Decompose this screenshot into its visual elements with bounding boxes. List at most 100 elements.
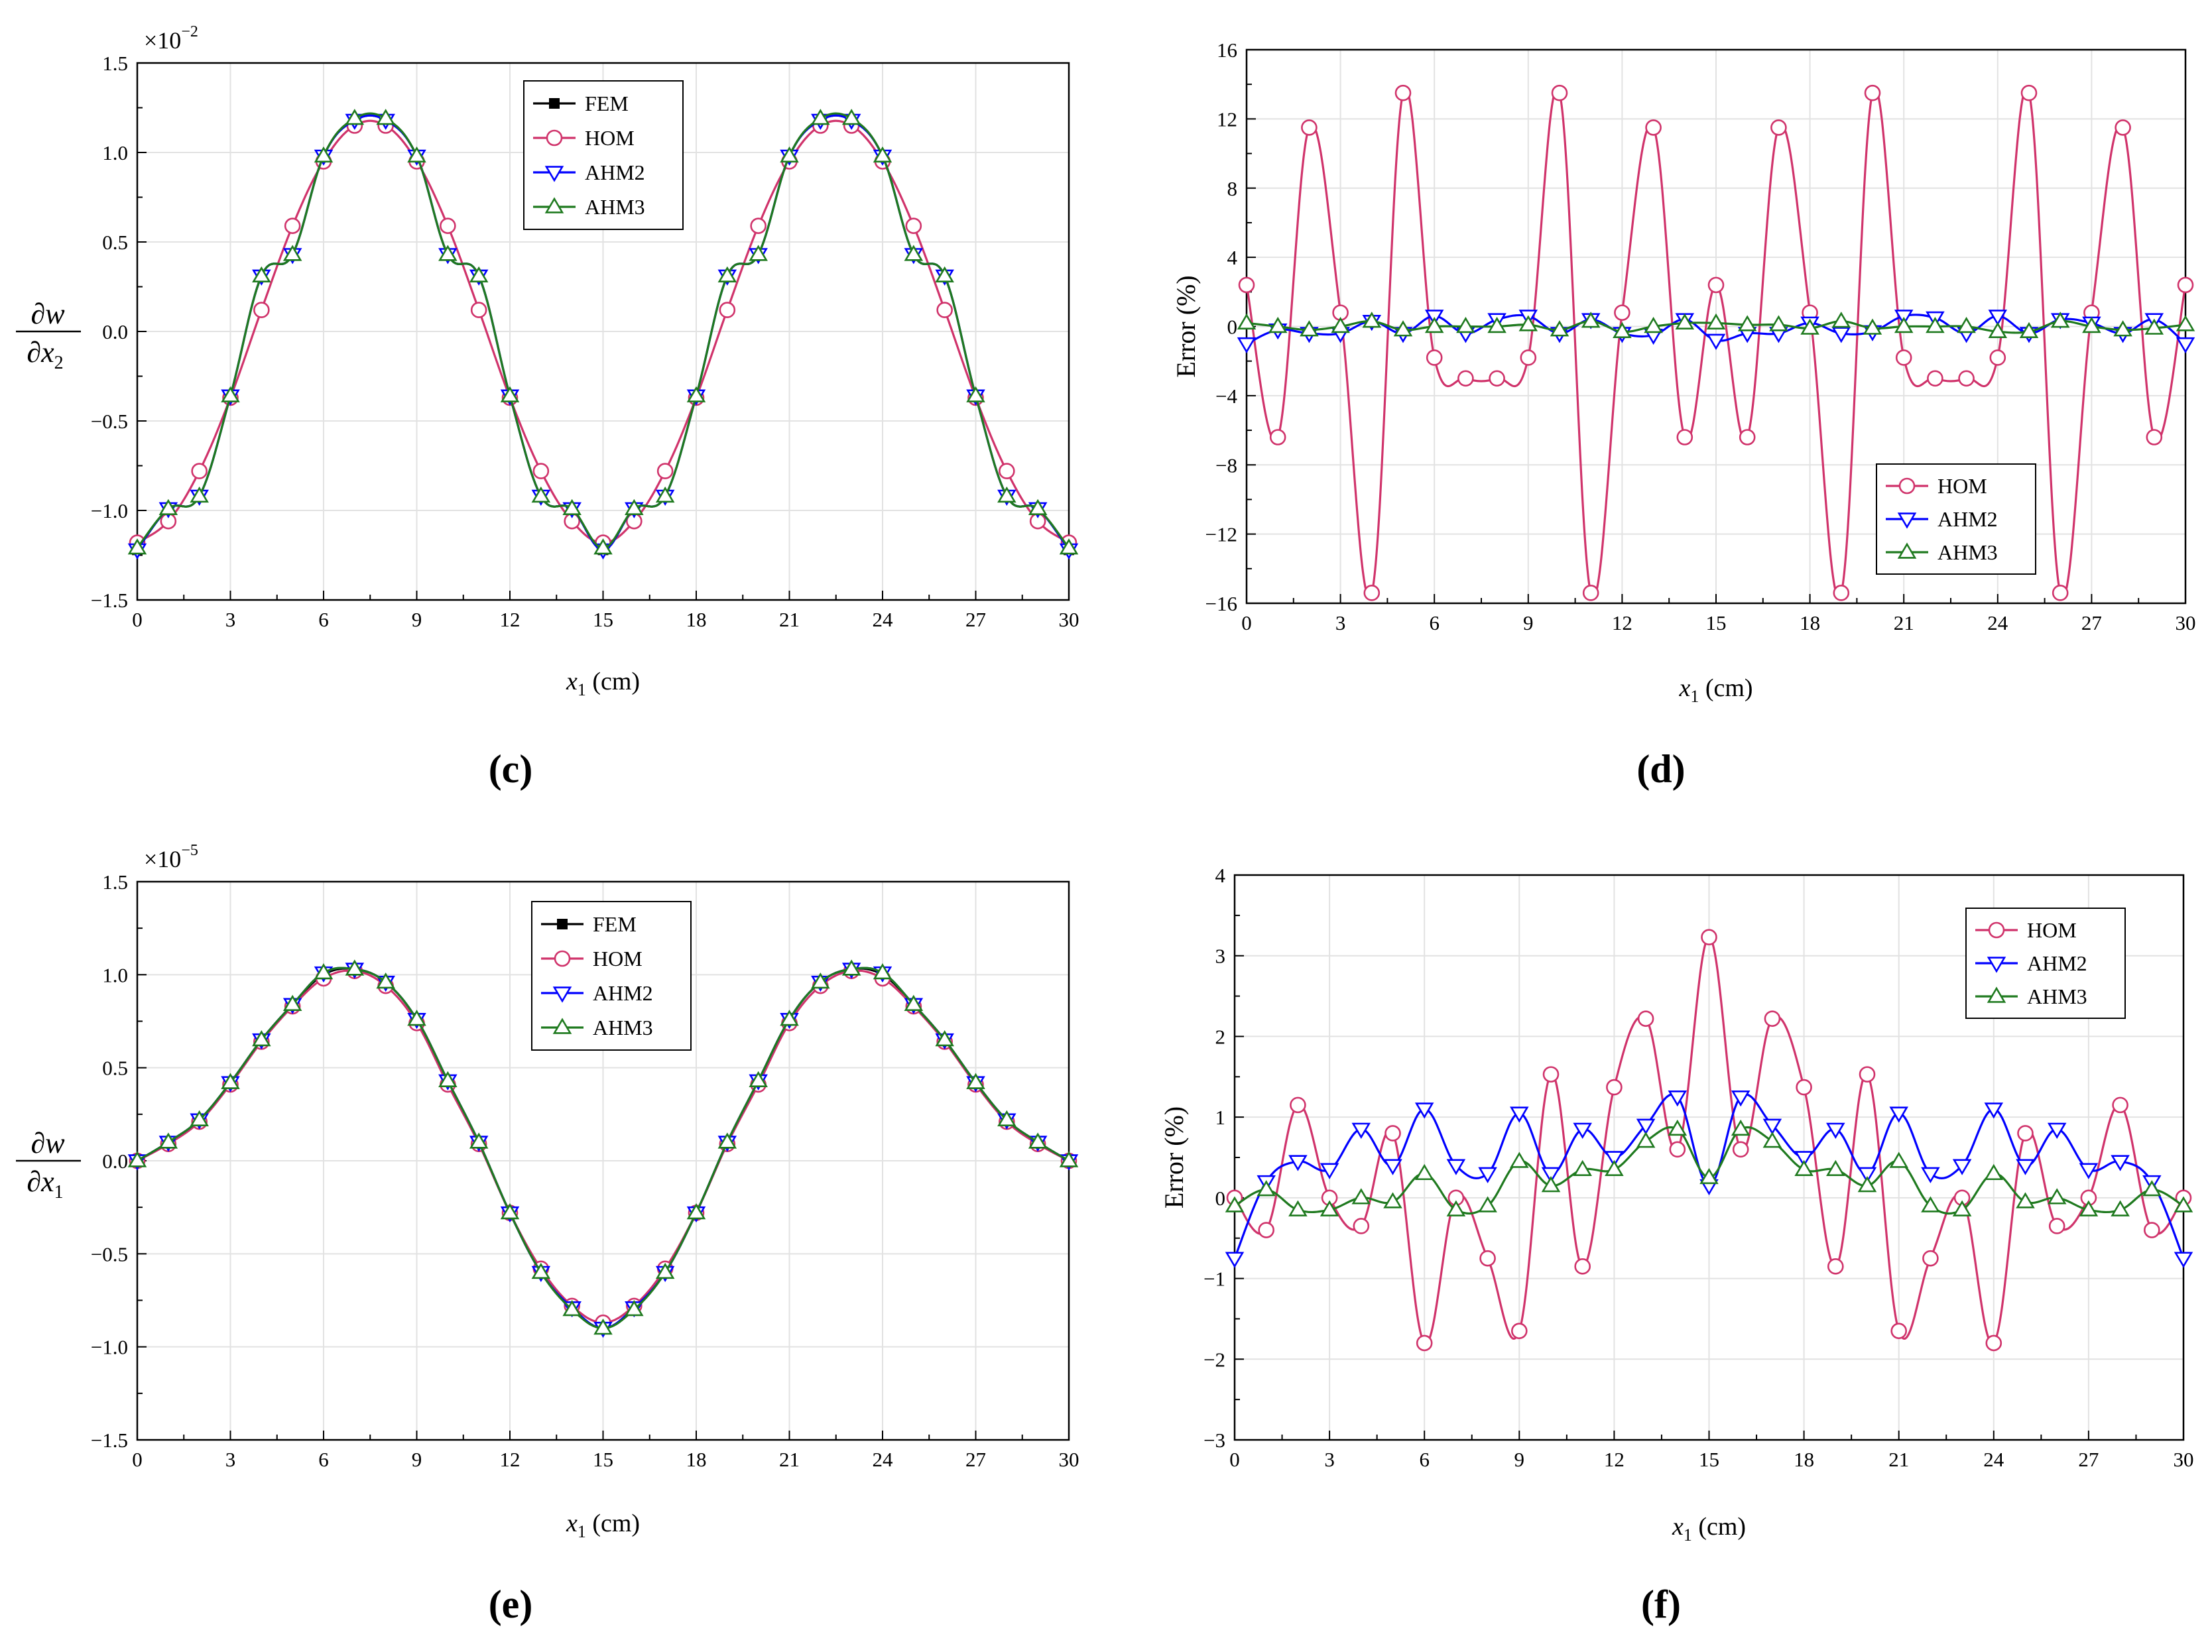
data-point-ahm2: [2079, 1163, 2099, 1179]
x-tick-label: 15: [1699, 1448, 1719, 1471]
data-point-ahm3: [314, 963, 334, 980]
x-tick-label: 21: [1888, 1448, 1909, 1471]
legend-label: HOM: [2027, 918, 2077, 942]
data-point-ahm3: [655, 1262, 675, 1279]
x-axis-symbol: x: [566, 1509, 578, 1537]
data-point-ahm3: [1957, 316, 1976, 333]
axis-scale-exponent: −5: [181, 842, 198, 859]
data-point-ahm3: [438, 1071, 458, 1088]
data-point-ahm3: [1518, 315, 1538, 331]
data-point-ahm3: [686, 386, 706, 402]
y-tick-label: 1.0: [102, 963, 128, 986]
data-point-ahm2: [1984, 1102, 2004, 1119]
data-point-ahm3: [2142, 1180, 2162, 1197]
data-point-ahm3: [562, 1299, 582, 1317]
legend-swatch-marker: [1897, 542, 1917, 559]
x-tick-label: 15: [593, 1448, 613, 1471]
data-point-ahm2: [1237, 337, 1257, 354]
data-point-ahm3: [717, 266, 737, 283]
x-tick-label: 0: [132, 608, 143, 631]
data-point-ahm3: [1059, 538, 1079, 555]
data-point-ahm3: [2176, 315, 2195, 331]
data-point-hom: [1574, 1258, 1591, 1275]
x-tick-label: 9: [1523, 611, 1534, 634]
y-axis-label-denominator: ∂x1: [27, 1165, 63, 1203]
data-point-ahm3: [1257, 1180, 1276, 1197]
data-point-ahm3: [1510, 1151, 1529, 1168]
y-tick-label: −3: [1203, 1429, 1225, 1452]
y-tick-label: −0.5: [91, 410, 128, 433]
data-point-ahm3: [997, 486, 1016, 503]
series-ahm3: [1237, 312, 2195, 339]
legend-label: AHM2: [1937, 507, 1998, 531]
data-point-ahm3: [531, 486, 551, 503]
data-point-hom: [1416, 1334, 1433, 1352]
x-tick-label: 15: [593, 608, 613, 631]
data-point-hom: [191, 463, 208, 479]
data-point-ahm3: [2082, 316, 2101, 333]
data-point-hom: [1614, 304, 1630, 321]
x-tick-label: 27: [965, 1448, 986, 1471]
data-point-ahm3: [593, 538, 613, 555]
data-point-ahm3: [625, 499, 644, 516]
legend-swatch-marker: [1897, 512, 1917, 529]
y-axis-label-numerator: ∂w: [31, 298, 65, 330]
data-point-ahm3: [1414, 1163, 1434, 1181]
x-tick-label: 12: [1612, 611, 1632, 634]
y-tick-label: −1.0: [91, 1336, 128, 1359]
data-point-ahm3: [1268, 316, 1288, 333]
data-point-hom: [1479, 1250, 1496, 1267]
data-point-ahm3: [1921, 1196, 1940, 1212]
y-axis-label-denominator: ∂x2: [27, 336, 63, 373]
data-point-ahm3: [1300, 320, 1319, 337]
data-point-ahm3: [749, 1071, 768, 1088]
x-axis-unit: (cm): [1699, 674, 1752, 702]
data-point-ahm3: [717, 1132, 737, 1149]
y-axis-denominator-symbol: ∂x: [27, 336, 54, 369]
legend-label: AHM3: [2027, 984, 2087, 1008]
panel-label: (c): [489, 747, 533, 791]
series-ahm3: [1225, 1119, 2193, 1216]
x-axis-symbol: x: [1678, 674, 1690, 702]
data-point-ahm2: [2016, 1159, 2035, 1175]
data-point-hom: [1770, 119, 1787, 136]
y-tick-label: −1: [1203, 1268, 1225, 1291]
data-point-hom: [1489, 370, 1505, 387]
data-point-ahm3: [531, 1262, 551, 1279]
y-tick-label: 0: [1215, 1187, 1226, 1210]
data-point-ahm3: [282, 245, 302, 261]
data-point-ahm3: [127, 538, 147, 555]
data-point-ahm3: [1737, 315, 1757, 331]
data-point-hom: [936, 302, 953, 318]
data-point-ahm2: [1952, 1159, 1972, 1175]
data-point-ahm2: [1826, 1122, 1845, 1139]
data-point-ahm3: [345, 109, 365, 125]
legend-swatch-marker: [544, 197, 564, 213]
series-ahm2: [1225, 1091, 2193, 1268]
legend-label: AHM3: [593, 1016, 653, 1039]
data-point-ahm3: [376, 972, 395, 989]
x-axis-symbol: x: [566, 668, 578, 695]
x-axis-label: x1 (cm): [1678, 674, 1752, 706]
data-point-ahm3: [469, 1132, 489, 1149]
legend-label: AHM2: [2027, 951, 2087, 975]
data-point-hom: [1927, 370, 1943, 387]
data-point-hom: [1606, 1079, 1623, 1096]
data-point-ahm2: [1706, 333, 1726, 350]
data-point-hom: [1582, 585, 1599, 601]
data-point-ahm3: [345, 959, 365, 976]
data-point-ahm2: [2176, 337, 2195, 354]
data-point-hom: [1384, 1125, 1401, 1142]
data-point-hom: [1739, 429, 1756, 445]
data-point-ahm2: [2111, 1155, 2130, 1171]
data-point-ahm3: [686, 1203, 706, 1220]
y-tick-label: 0.0: [102, 320, 128, 343]
data-point-ahm3: [841, 109, 861, 125]
data-point-hom: [2052, 585, 2069, 601]
x-tick-label: 0: [1241, 611, 1252, 634]
data-point-ahm3: [935, 266, 954, 283]
data-point-ahm2: [1605, 1151, 1624, 1167]
x-tick-label: 18: [1800, 611, 1820, 634]
data-point-hom: [1732, 1141, 1749, 1158]
legend-swatch-marker: [1987, 986, 2006, 1003]
